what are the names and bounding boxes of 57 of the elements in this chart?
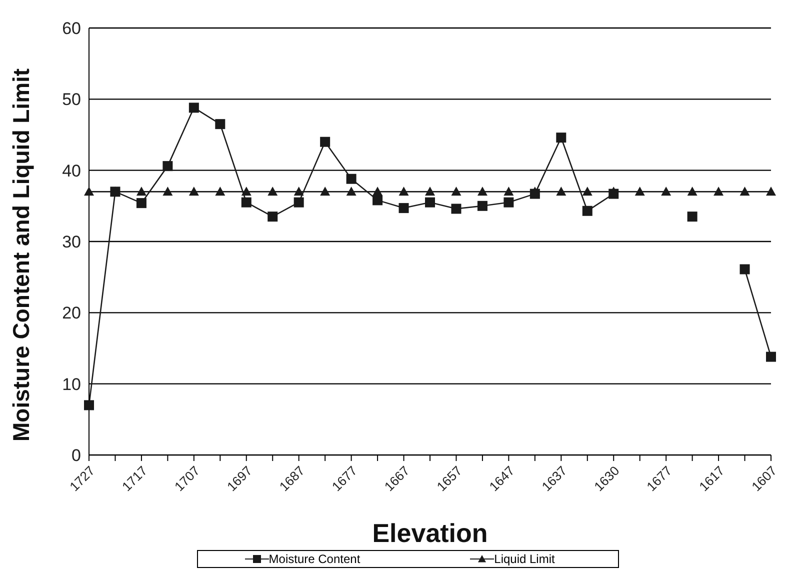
point <box>687 186 698 196</box>
point <box>740 186 750 196</box>
point <box>346 186 356 196</box>
point <box>451 186 462 196</box>
point <box>320 186 330 196</box>
point <box>477 186 488 196</box>
legend-label: Moisture Content <box>268 552 360 566</box>
y-tick-label: 40 <box>62 161 81 180</box>
point <box>188 186 199 196</box>
point <box>398 186 409 196</box>
point <box>740 264 750 274</box>
y-tick-label: 30 <box>62 232 81 252</box>
x-axis-title: Elevation <box>372 518 488 548</box>
point <box>582 186 592 196</box>
point <box>634 186 645 196</box>
y-tick-label: 0 <box>72 446 81 466</box>
point <box>320 136 330 147</box>
y-tick-label: 20 <box>62 304 81 323</box>
point <box>215 119 226 130</box>
point <box>766 352 776 362</box>
point <box>504 186 514 196</box>
point <box>268 186 278 196</box>
point <box>661 186 672 196</box>
point <box>582 206 592 216</box>
point <box>346 174 356 184</box>
point <box>84 186 94 196</box>
point <box>556 186 566 196</box>
y-tick-label: 60 <box>62 19 81 38</box>
point <box>241 197 252 208</box>
point <box>268 212 278 222</box>
legend-label: Liquid Limit <box>494 552 555 566</box>
point <box>714 186 724 196</box>
y-tick-label: 50 <box>62 90 81 110</box>
point <box>425 186 435 196</box>
point <box>556 132 566 143</box>
point <box>162 161 173 172</box>
y-axis-title: Moisture Content and Liquid Limit <box>8 68 34 442</box>
y-tick-label: 10 <box>62 374 81 394</box>
point <box>398 203 409 214</box>
point <box>136 186 146 196</box>
point <box>687 212 698 222</box>
point <box>215 186 226 196</box>
point <box>162 186 173 196</box>
point <box>372 195 383 206</box>
point <box>477 200 488 211</box>
point <box>294 197 304 208</box>
point <box>425 197 435 208</box>
point <box>188 102 199 113</box>
point <box>451 204 462 214</box>
point <box>241 186 252 196</box>
point <box>294 186 304 196</box>
point <box>766 186 776 196</box>
point <box>608 186 619 196</box>
point <box>84 400 94 410</box>
point <box>372 186 383 196</box>
point <box>504 197 514 208</box>
point <box>136 198 146 208</box>
